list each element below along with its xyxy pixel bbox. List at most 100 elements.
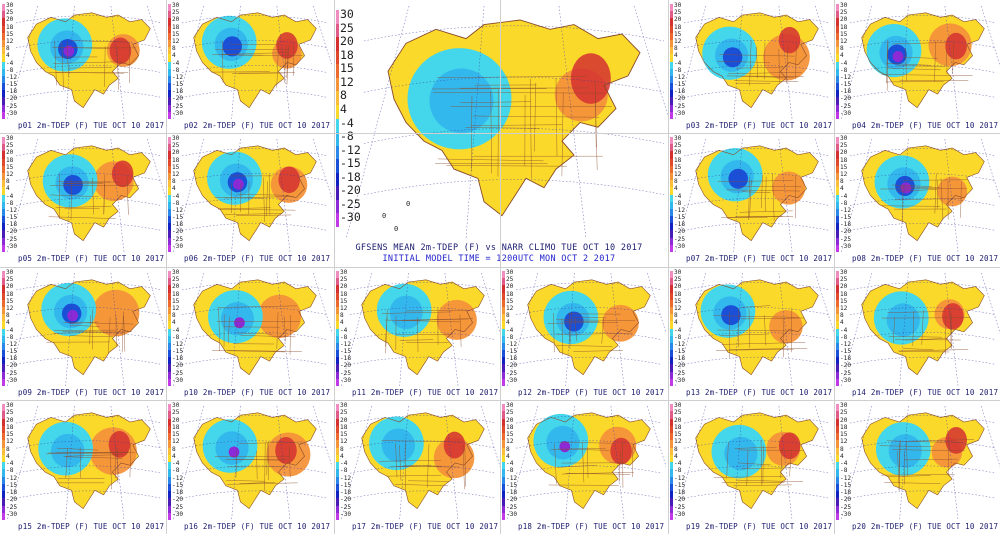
legend-label: 15 <box>340 61 354 76</box>
legend-swatch <box>670 469 673 477</box>
legend-label: 20 <box>340 34 354 49</box>
member-id: p05 <box>18 254 33 263</box>
legend-label: 18 <box>6 423 14 431</box>
legend-swatch <box>836 350 839 358</box>
anomaly-map <box>675 272 834 387</box>
legend-label: 12 <box>172 170 180 178</box>
legend-label: 20 <box>674 283 682 291</box>
legend-swatch <box>2 230 5 238</box>
ensemble-member-panel-p14: 30 25 20 18 15 12 8 4 -4 -8 -12 -15 -18 -20 -25 -30 p14 … <box>834 267 1000 400</box>
legend-label: 18 <box>840 23 848 31</box>
legend-swatch <box>168 404 171 412</box>
legend-swatch <box>2 208 5 217</box>
legend-swatch <box>168 278 171 286</box>
legend-swatch <box>168 187 171 195</box>
legend-label: -25 <box>506 369 518 377</box>
legend-label: 12 <box>674 170 682 178</box>
legend-label: 4 <box>6 185 10 193</box>
legend-swatch <box>336 512 339 520</box>
legend-swatch <box>168 83 171 91</box>
legend-label: -25 <box>840 235 852 243</box>
legend-swatch <box>670 104 673 112</box>
legend-label: -4 <box>840 326 848 334</box>
legend-label: 15 <box>340 297 348 305</box>
legend-label: -20 <box>506 362 518 370</box>
legend-label: -30 <box>6 109 18 117</box>
color-legend: 30 25 20 18 15 12 8 4 -4 -8 -12 -15 -18 -20 -25 -30 <box>670 269 685 386</box>
legend-label: -8 <box>6 66 14 74</box>
legend-swatch <box>168 68 171 76</box>
legend-swatch <box>670 32 673 40</box>
member-id: p10 <box>184 388 199 397</box>
legend-label: 12 <box>840 170 848 178</box>
legend-swatch <box>2 371 5 379</box>
legend-label: 30 <box>840 402 848 409</box>
legend-label: -20 <box>840 228 852 236</box>
legend-label: -25 <box>172 503 184 511</box>
legend-label: 8 <box>840 45 844 53</box>
legend-swatch <box>168 328 171 336</box>
legend-label: 25 <box>840 9 848 17</box>
legend-swatch <box>168 433 171 441</box>
legend-label: -30 <box>840 510 852 518</box>
ensemble-member-panel-p01: 30 25 20 18 15 12 8 4 -4 -8 -12 -15 -18 -20 -25 -30 p01 … <box>0 0 166 133</box>
legend-swatch <box>2 68 5 76</box>
legend-swatch <box>168 476 171 484</box>
member-caption: p18 2m-TDEP (F) TUE OCT 10 2017 <box>518 522 664 531</box>
legend-swatch <box>168 172 171 181</box>
legend-swatch <box>2 90 5 98</box>
legend-label: 30 <box>6 402 14 409</box>
member-caption: p06 2m-TDEP (F) TUE OCT 10 2017 <box>184 254 330 263</box>
legend-swatch <box>670 285 673 293</box>
legend-label: -18 <box>340 489 352 496</box>
legend-swatch <box>670 314 673 322</box>
legend-swatch <box>836 328 839 336</box>
legend-label: -8 <box>172 199 180 207</box>
legend-swatch <box>168 306 171 315</box>
legend-swatch <box>2 364 5 372</box>
legend-label: 30 <box>6 269 14 276</box>
legend-label: -18 <box>172 355 184 363</box>
legend-label: -18 <box>340 169 361 184</box>
member-caption-text: 2m-TDEP (F) TUE OCT 10 2017 <box>202 522 331 531</box>
legend-swatch <box>836 411 839 419</box>
legend-swatch <box>670 350 673 358</box>
legend-label: -15 <box>6 81 18 89</box>
legend-label: -18 <box>172 88 184 96</box>
legend-swatch <box>836 216 839 224</box>
legend-label: 18 <box>506 423 514 431</box>
legend-label: -8 <box>172 66 180 74</box>
legend-label: -18 <box>6 489 18 496</box>
legend-label: 4 <box>840 185 844 193</box>
legend-swatch <box>836 491 839 499</box>
legend-swatch <box>336 364 339 372</box>
color-legend: 30 25 20 18 15 12 8 4 -4 -8 -12 -15 -18 -20 -25 -30 <box>168 2 184 119</box>
legend-swatch <box>336 498 339 506</box>
legend-label: -12 <box>840 73 852 81</box>
legend-swatch <box>670 440 673 448</box>
legend-swatch <box>2 271 5 279</box>
ensemble-member-panel-p10: 30 25 20 18 15 12 8 4 -4 -8 -12 -15 -18 -20 -25 -30 p10 … <box>166 267 332 400</box>
legend-label: 8 <box>674 445 678 453</box>
legend-label: 18 <box>674 23 682 31</box>
legend-label: 15 <box>506 297 514 305</box>
legend-swatch <box>2 75 5 84</box>
legend-swatch <box>168 335 171 343</box>
member-caption-text: 2m-TDEP (F) TUE OCT 10 2017 <box>536 388 665 397</box>
legend-label: 8 <box>6 445 10 453</box>
legend-label: 18 <box>6 290 14 298</box>
legend-swatch <box>502 342 505 351</box>
legend-swatch <box>336 469 339 477</box>
legend-label: 30 <box>840 269 848 276</box>
legend-label: 20 <box>6 16 14 24</box>
map-contour-label: 0 <box>406 200 411 208</box>
member-caption: p16 2m-TDEP (F) TUE OCT 10 2017 <box>184 522 330 531</box>
legend-label: -8 <box>840 66 848 74</box>
legend-swatch <box>168 462 171 470</box>
legend-swatch <box>168 165 171 173</box>
ensemble-member-panel-p20: 30 25 20 18 15 12 8 4 -4 -8 -12 -15 -18 -20 -25 -30 p20 … <box>834 400 1000 534</box>
legend-label: 8 <box>340 445 344 453</box>
legend-label: -4 <box>674 59 682 67</box>
legend-label: -30 <box>674 109 686 117</box>
ensemble-member-panel-p17: 30 25 20 18 15 12 8 4 -4 -8 -12 -15 -18 -20 -25 -30 p17 … <box>334 400 500 534</box>
